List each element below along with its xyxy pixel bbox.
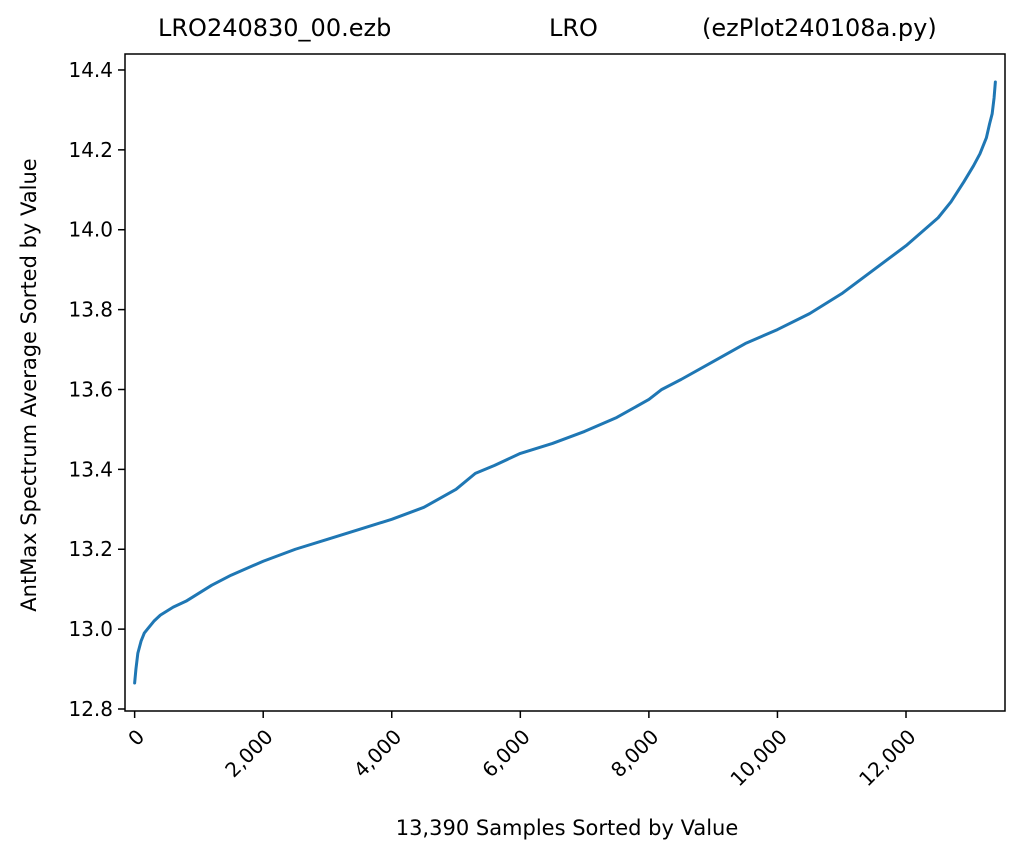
x-tick-label: 8,000 [606, 725, 663, 782]
y-tick-label: 14.2 [68, 138, 113, 162]
axes-frame [124, 53, 1006, 712]
chart-title-filename: LRO240830_00.ezb [158, 14, 392, 42]
chart-title-station: LRO [549, 14, 598, 42]
y-tick-label: 13.0 [68, 617, 113, 641]
y-tick-label: 13.8 [68, 298, 113, 322]
x-tick-label: 2,000 [220, 725, 277, 782]
series-line [133, 80, 997, 685]
y-tick-label: 13.2 [68, 537, 113, 561]
y-tick-label: 14.4 [68, 58, 113, 82]
chart-title-script: (ezPlot240108a.py) [702, 14, 937, 42]
x-tick-label: 12,000 [854, 725, 920, 791]
y-tick-label: 13.4 [68, 457, 113, 481]
x-tick-label: 0 [123, 725, 149, 751]
y-tick-label: 14.0 [68, 218, 113, 242]
x-tick-label: 6,000 [477, 725, 534, 782]
y-axis-label: AntMax Spectrum Average Sorted by Value [17, 158, 41, 612]
x-axis-label: 13,390 Samples Sorted by Value [395, 816, 739, 840]
y-tick-label: 12.8 [68, 697, 113, 721]
x-tick-label: 10,000 [725, 725, 791, 791]
y-tick-label: 13.6 [68, 377, 113, 401]
x-tick-label: 4,000 [349, 725, 406, 782]
